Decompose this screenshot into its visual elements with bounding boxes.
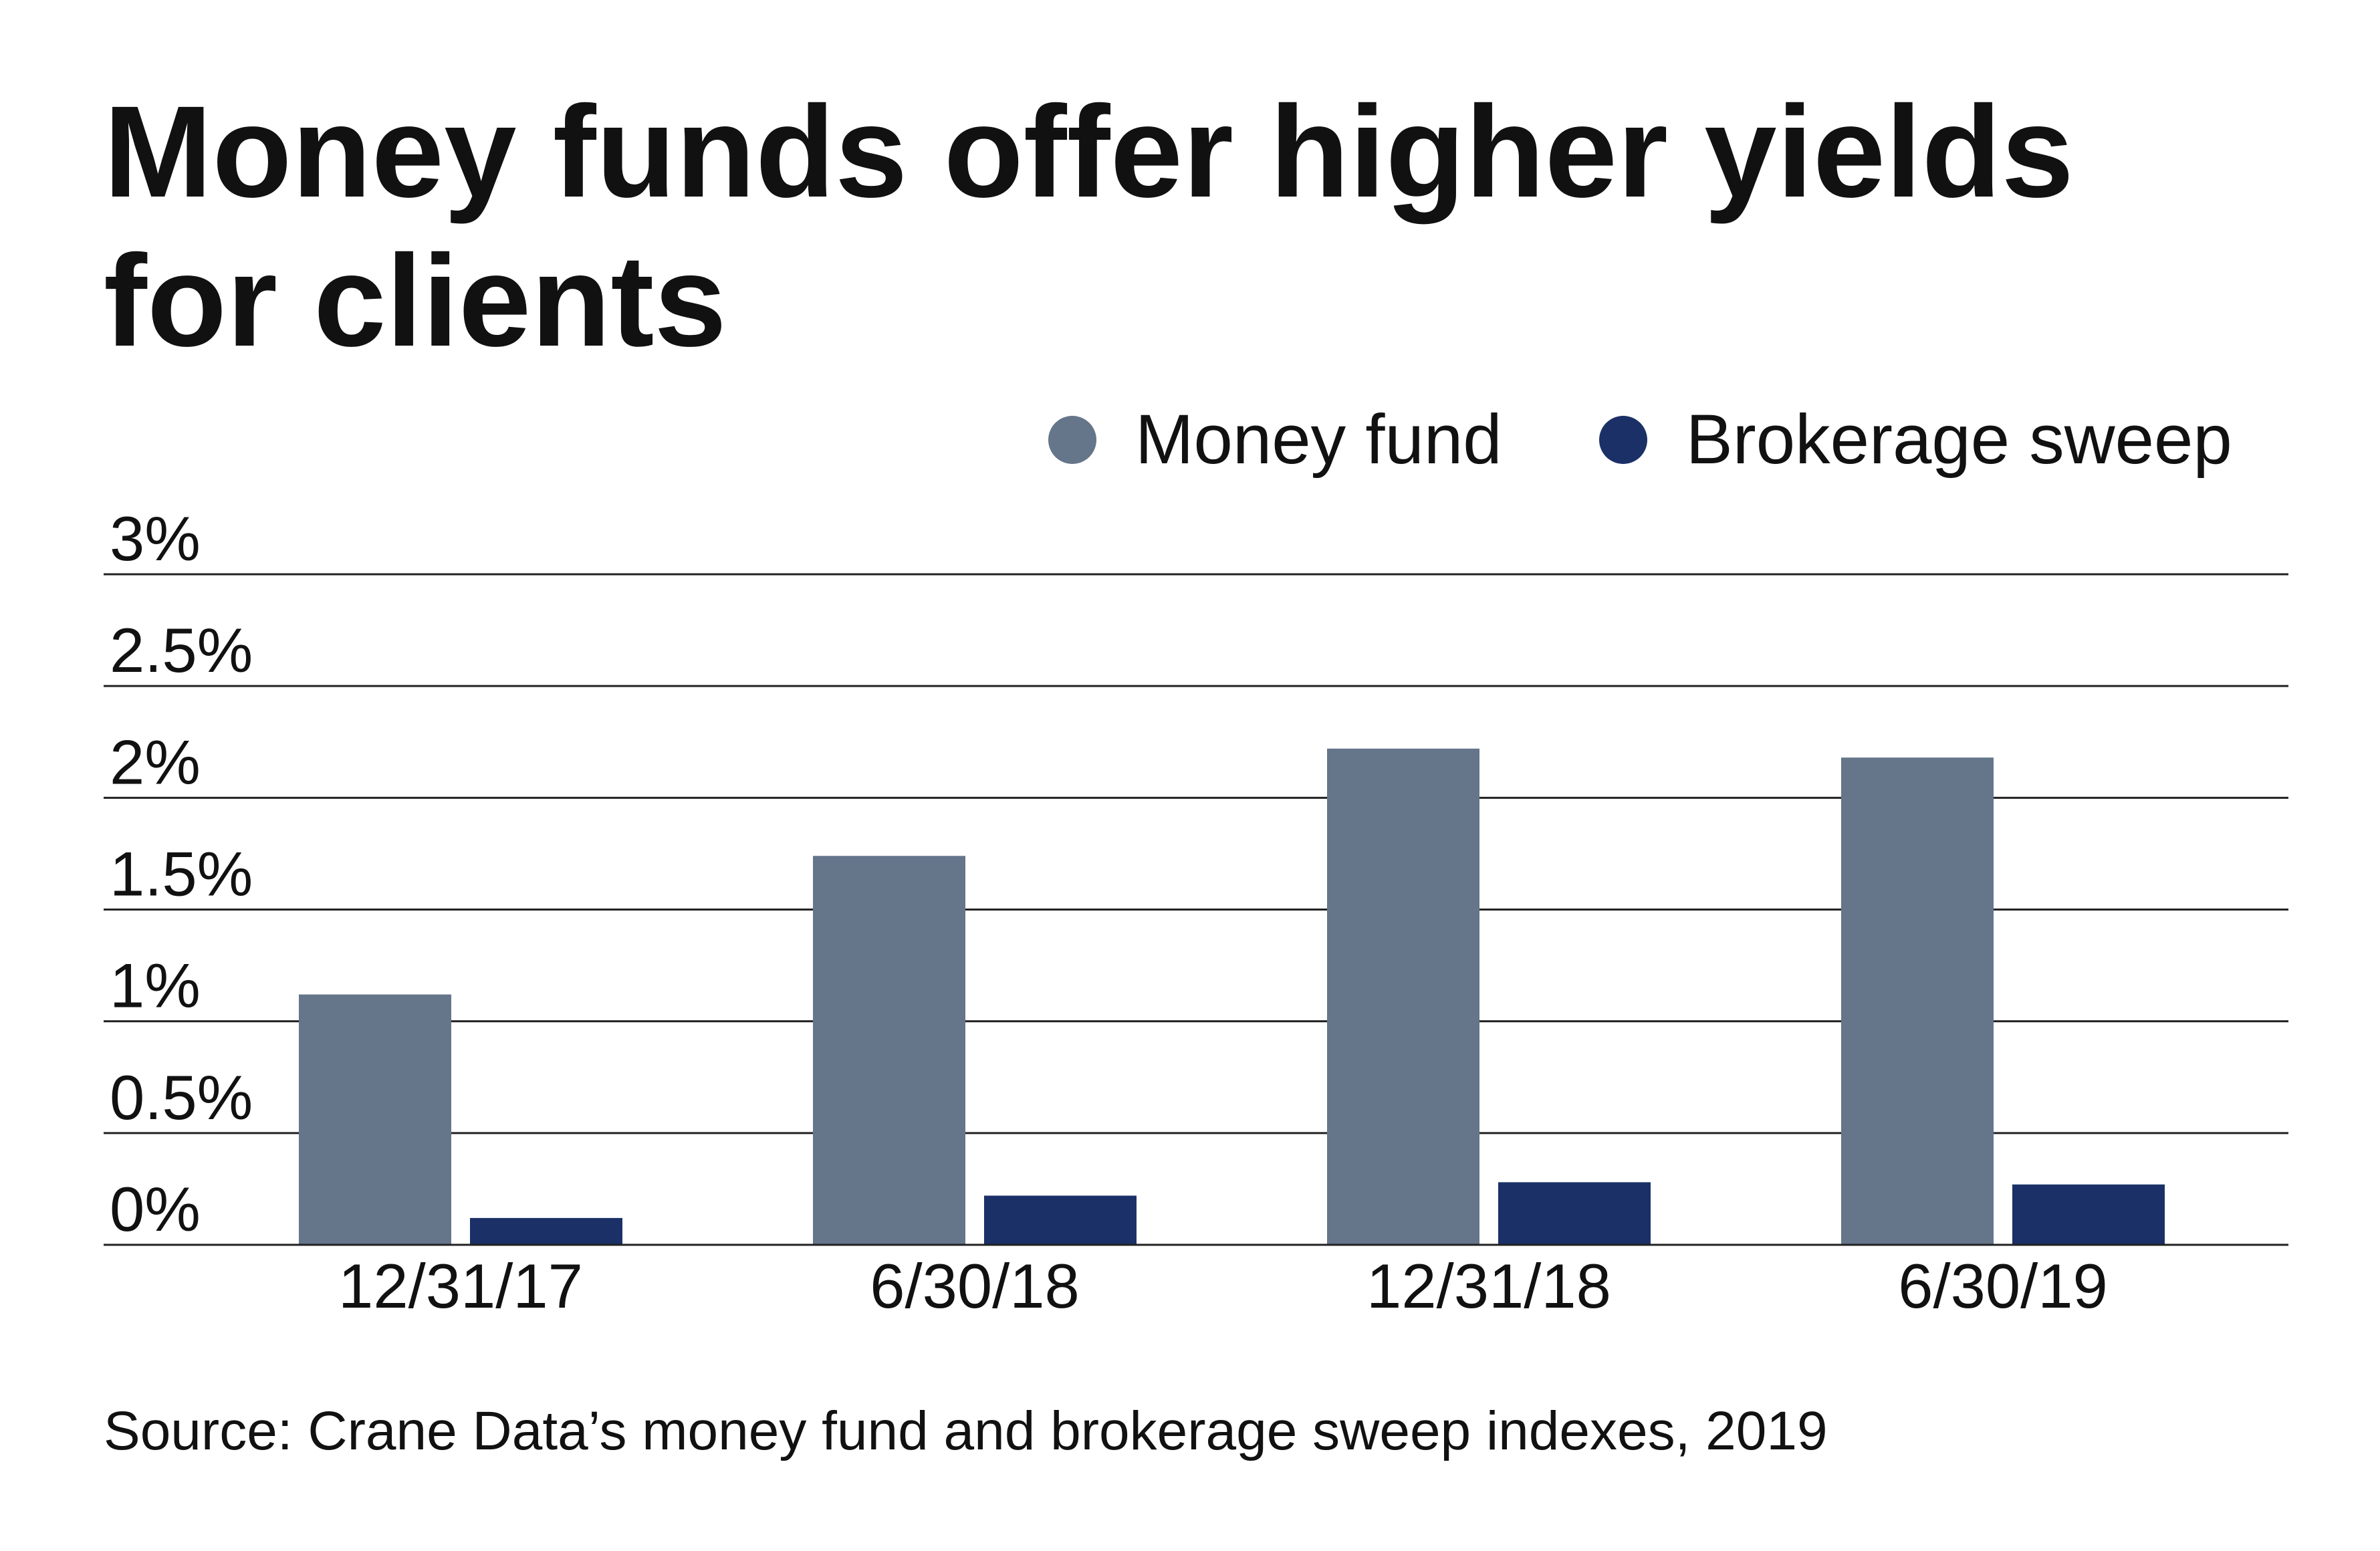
legend: Money fund Brokerage sweep bbox=[1048, 400, 2232, 480]
y-axis-tick-labels: 0% 0.5% 1% 1.5% 2% 2.5% 3% bbox=[110, 503, 253, 1244]
brokerage-sweep-swatch-icon bbox=[1598, 416, 1647, 464]
y-tick-label: 3% bbox=[110, 503, 201, 574]
bar-brokerage-sweep bbox=[984, 1195, 1137, 1245]
bar-brokerage-sweep bbox=[2012, 1184, 2165, 1245]
y-tick-label: 1.5% bbox=[110, 839, 253, 909]
y-tick-label: 2% bbox=[110, 727, 201, 797]
x-tick-label: 6/30/19 bbox=[1898, 1251, 2108, 1321]
y-tick-label: 0% bbox=[110, 1174, 201, 1244]
x-tick-label: 6/30/18 bbox=[870, 1251, 1080, 1321]
legend-label-brokerage-sweep: Brokerage sweep bbox=[1685, 400, 2232, 479]
y-tick-label: 0.5% bbox=[110, 1062, 253, 1132]
chart-title: Money funds offer higher yields for clie… bbox=[104, 79, 2074, 374]
bar-brokerage-sweep bbox=[1498, 1182, 1651, 1245]
bar-money-fund bbox=[1327, 748, 1479, 1245]
bars bbox=[299, 748, 2165, 1245]
bar-brokerage-sweep bbox=[470, 1217, 622, 1245]
money-fund-swatch-icon bbox=[1048, 416, 1096, 464]
x-axis-tick-labels: 12/31/17 6/30/18 12/31/18 6/30/19 bbox=[338, 1251, 2108, 1321]
y-tick-label: 1% bbox=[110, 951, 201, 1021]
y-tick-label: 2.5% bbox=[110, 615, 253, 685]
legend-item-brokerage-sweep: Brokerage sweep bbox=[1598, 400, 2232, 480]
source-note: Source: Crane Data’s money fund and brok… bbox=[104, 1401, 1828, 1461]
bar-money-fund bbox=[1841, 757, 1994, 1245]
x-tick-label: 12/31/18 bbox=[1366, 1251, 1611, 1321]
x-tick-label: 12/31/17 bbox=[338, 1251, 583, 1321]
bar-money-fund bbox=[813, 856, 965, 1245]
legend-item-money-fund: Money fund bbox=[1048, 400, 1502, 480]
legend-label-money-fund: Money fund bbox=[1135, 400, 1502, 479]
bar-money-fund bbox=[299, 994, 451, 1245]
